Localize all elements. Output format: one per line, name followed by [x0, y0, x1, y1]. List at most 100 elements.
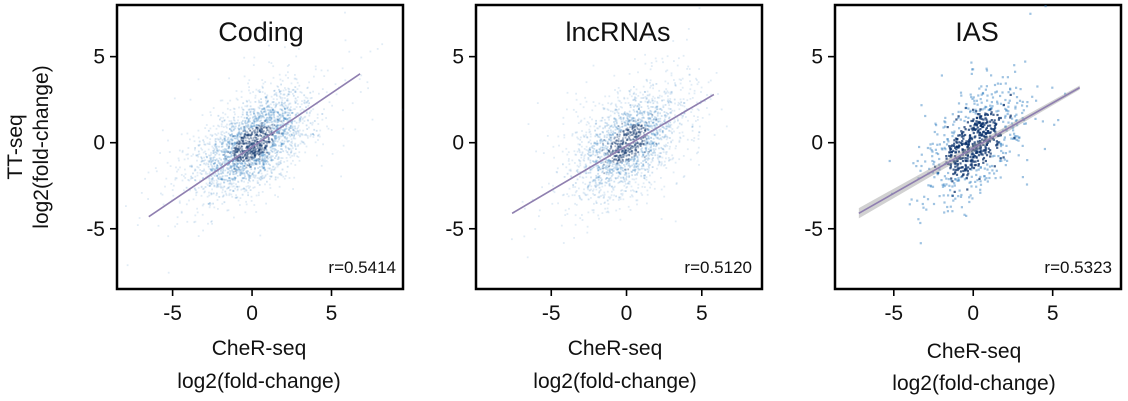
data-point: [284, 108, 287, 111]
data-point: [258, 153, 261, 156]
data-point: [232, 135, 235, 138]
data-point: [965, 140, 968, 143]
data-point: [272, 65, 275, 68]
data-point: [277, 111, 279, 114]
data-point: [223, 162, 226, 165]
data-point: [261, 151, 264, 154]
data-point: [552, 189, 555, 192]
data-point: [616, 159, 619, 162]
data-point: [300, 115, 302, 118]
data-point: [284, 128, 287, 130]
data-point: [663, 114, 666, 117]
data-point: [300, 91, 303, 94]
data-point: [265, 131, 268, 134]
data-point: [210, 192, 212, 194]
data-point: [251, 162, 254, 165]
data-point: [241, 149, 244, 152]
data-point: [211, 165, 213, 168]
data-point: [226, 116, 229, 119]
data-point: [243, 134, 246, 137]
data-point: [257, 90, 260, 92]
data-point: [251, 122, 253, 124]
data-point: [641, 167, 643, 170]
data-point: [280, 116, 282, 118]
data-point: [278, 163, 280, 166]
data-point: [235, 165, 238, 168]
data-point: [260, 154, 263, 156]
data-point: [941, 148, 944, 151]
data-point: [228, 177, 230, 179]
data-point: [240, 171, 243, 174]
data-point: [289, 135, 292, 138]
data-point: [271, 125, 274, 128]
data-point: [618, 208, 621, 210]
data-point: [227, 168, 230, 171]
data-point: [326, 69, 329, 72]
data-point: [260, 151, 263, 154]
data-point: [258, 161, 261, 164]
data-point: [247, 150, 249, 153]
data-point: [243, 187, 245, 189]
data-point: [624, 183, 627, 185]
data-point: [644, 174, 646, 177]
data-point: [272, 169, 275, 171]
data-point: [253, 152, 255, 155]
data-point: [994, 91, 997, 94]
data-point: [606, 136, 608, 139]
data-point: [625, 186, 628, 189]
data-point: [235, 135, 238, 138]
data-point: [246, 133, 249, 136]
data-point: [665, 153, 668, 155]
data-point: [615, 126, 618, 129]
data-point: [215, 194, 218, 197]
data-point: [670, 140, 672, 143]
data-point: [585, 149, 588, 151]
data-point: [609, 114, 612, 117]
data-point: [221, 202, 224, 205]
data-point: [342, 144, 345, 147]
data-point: [233, 154, 236, 157]
data-point: [254, 156, 256, 159]
data-point: [266, 180, 268, 183]
data-point: [278, 132, 280, 135]
data-point: [294, 144, 296, 147]
data-point: [998, 159, 1002, 163]
data-point: [1031, 95, 1034, 98]
data-point: [231, 178, 233, 181]
data-point: [239, 157, 241, 159]
data-point: [258, 89, 261, 91]
data-point: [630, 146, 632, 149]
data-point: [990, 93, 993, 96]
data-point: [285, 125, 288, 128]
data-point: [290, 82, 293, 85]
data-point: [257, 154, 260, 156]
data-point: [1012, 92, 1015, 95]
data-point: [611, 157, 614, 160]
data-point: [222, 166, 224, 169]
data-point: [223, 181, 225, 184]
data-point: [564, 209, 567, 212]
data-point: [563, 136, 566, 139]
data-point: [231, 133, 233, 135]
data-point: [645, 97, 648, 100]
data-point: [927, 184, 930, 187]
data-point: [320, 69, 323, 72]
data-point: [210, 221, 213, 223]
data-point: [251, 133, 254, 136]
data-point: [194, 179, 196, 181]
data-point: [948, 151, 951, 154]
data-point: [238, 131, 241, 134]
data-point: [287, 114, 289, 117]
data-point: [271, 111, 274, 114]
data-point: [620, 193, 622, 195]
data-point: [610, 172, 612, 174]
data-point: [564, 214, 567, 216]
data-point: [220, 165, 223, 168]
data-point: [610, 161, 613, 164]
data-point: [321, 113, 324, 115]
data-point: [264, 156, 266, 158]
data-point: [595, 122, 598, 125]
data-point: [632, 119, 635, 122]
data-point: [592, 153, 594, 156]
data-point: [275, 127, 278, 130]
